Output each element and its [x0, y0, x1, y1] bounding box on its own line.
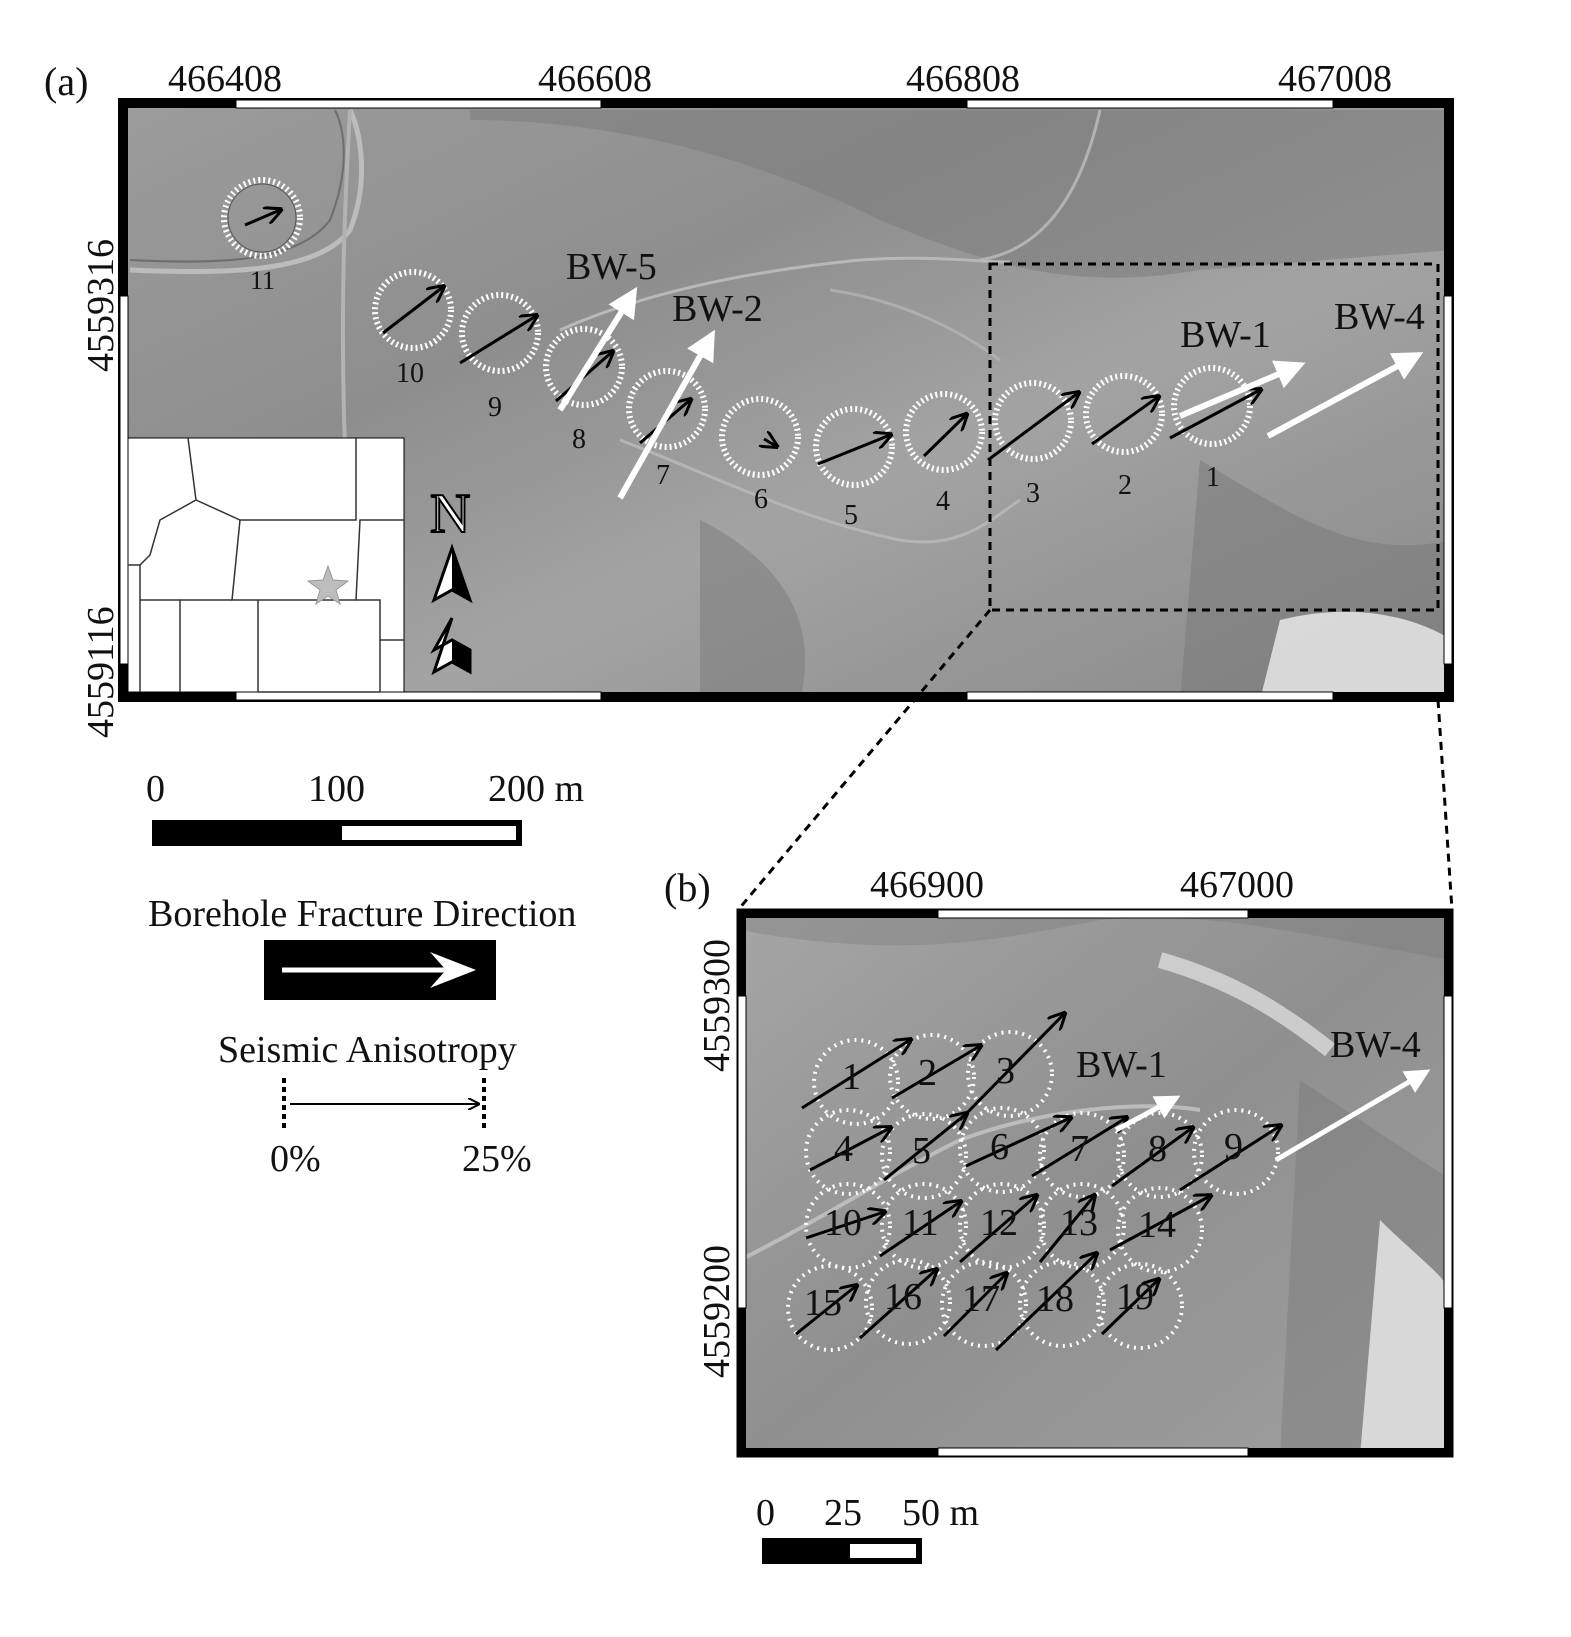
panel-b-map	[736, 908, 1454, 1458]
site-label-11: 11	[250, 266, 276, 295]
b-site-9: 9	[1224, 1126, 1243, 1168]
site-label-7: 7	[656, 460, 670, 491]
b-site-12: 12	[980, 1202, 1018, 1244]
b-x-tick-466900: 466900	[870, 864, 984, 906]
borehole-legend-swatch	[264, 940, 496, 1000]
scale-a-0: 0	[146, 768, 165, 810]
borehole-arrows-b	[1114, 1069, 1431, 1163]
well-label-bw4: BW-4	[1334, 296, 1425, 338]
panel-a-frame-ticks	[119, 99, 1453, 701]
well-label-bw2: BW-2	[672, 288, 763, 330]
b-y-tick-4559300: 4559300	[696, 939, 738, 1072]
b-well-label-bw1: BW-1	[1076, 1044, 1167, 1086]
x-tick-467008: 467008	[1278, 58, 1392, 100]
seismic-max-label: 25%	[462, 1138, 532, 1180]
scale-a-200: 200 m	[488, 768, 585, 810]
site-label-5: 5	[844, 500, 858, 531]
site-circles-b	[786, 1030, 1280, 1352]
site-label-8: 8	[572, 424, 586, 455]
b-site-2: 2	[918, 1052, 937, 1094]
x-tick-466808: 466808	[906, 58, 1020, 100]
b-site-6: 6	[990, 1126, 1009, 1168]
panel-a-label: (a)	[44, 59, 89, 104]
site-label-10: 10	[396, 358, 424, 389]
well-label-bw5: BW-5	[566, 246, 657, 288]
anisotropy-arrows-b	[795, 1014, 1280, 1352]
site-label-1: 1	[1206, 462, 1220, 493]
north-arrow-icon	[430, 543, 473, 676]
b-site-13: 13	[1060, 1202, 1098, 1244]
b-site-5: 5	[912, 1130, 931, 1172]
b-site-3: 3	[996, 1050, 1015, 1092]
site-label-6: 6	[754, 484, 768, 515]
panel-b-label: (b)	[664, 865, 711, 910]
scale-b-0: 0	[756, 1492, 775, 1534]
site-label-3: 3	[1026, 478, 1040, 509]
scale-a-100: 100	[308, 768, 365, 810]
borehole-legend-title: Borehole Fracture Direction	[148, 893, 577, 935]
b-site-18: 18	[1036, 1278, 1074, 1320]
site-label-4: 4	[936, 486, 950, 517]
seismic-min-label: 0%	[270, 1138, 321, 1180]
b-site-7: 7	[1070, 1128, 1089, 1170]
scale-bar-b	[762, 1538, 922, 1564]
b-site-14: 14	[1138, 1204, 1176, 1246]
scale-b-25: 25	[824, 1492, 862, 1534]
b-site-16: 16	[884, 1276, 922, 1318]
x-tick-466608: 466608	[538, 58, 652, 100]
well-label-bw1: BW-1	[1180, 314, 1271, 356]
site-label-2: 2	[1118, 470, 1132, 501]
b-site-17: 17	[962, 1278, 1000, 1320]
panel-b-sites	[786, 1014, 1431, 1352]
b-site-1: 1	[842, 1056, 861, 1098]
seismic-legend-swatch	[282, 1078, 486, 1130]
b-site-19: 19	[1116, 1276, 1154, 1318]
b-x-tick-467000: 467000	[1180, 864, 1294, 906]
site-label-9: 9	[488, 392, 502, 423]
b-y-tick-4559200: 4559200	[696, 1245, 738, 1378]
scale-bar-a	[152, 820, 522, 846]
north-label: N	[430, 483, 470, 545]
b-site-4: 4	[834, 1128, 853, 1170]
x-tick-466408: 466408	[168, 58, 282, 100]
site-circles	[221, 177, 1253, 488]
location-star-icon	[306, 564, 350, 606]
b-well-label-bw4: BW-4	[1330, 1024, 1421, 1066]
b-site-8: 8	[1148, 1128, 1167, 1170]
panel-a-map	[118, 98, 1454, 702]
b-site-10: 10	[824, 1202, 862, 1244]
inset-locator-map	[127, 437, 405, 693]
borehole-arrows	[557, 286, 1424, 500]
b-site-15: 15	[804, 1282, 842, 1324]
b-site-11: 11	[902, 1202, 939, 1244]
scale-b-50: 50 m	[902, 1492, 980, 1534]
panel-a-sites	[221, 177, 1424, 500]
zoom-box	[736, 262, 1454, 911]
seismic-legend-title: Seismic Anisotropy	[218, 1029, 517, 1071]
